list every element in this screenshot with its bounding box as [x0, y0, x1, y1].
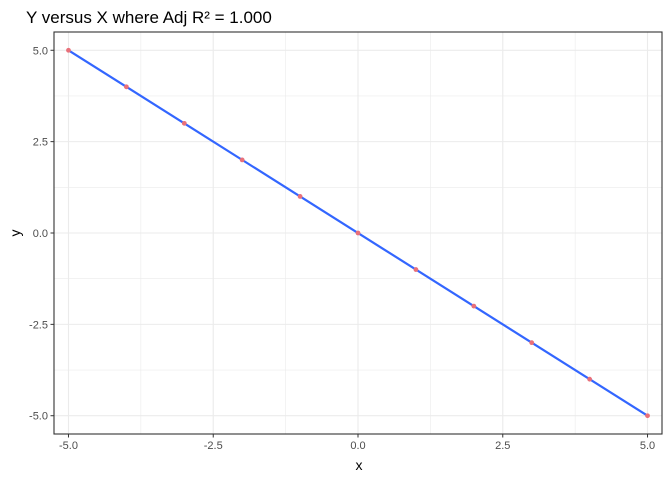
y-axis-label: y — [7, 230, 23, 237]
data-point — [66, 47, 71, 53]
data-point — [529, 340, 535, 346]
y-tick-label: -2.5 — [29, 319, 48, 331]
x-tick-label: 0.0 — [350, 440, 365, 452]
data-point — [123, 84, 129, 90]
y-tick-label: 2.5 — [33, 137, 48, 149]
y-axis-ticks: -5.0 -2.5 0.0 2.5 5.0 — [29, 45, 54, 423]
x-tick-label: -5.0 — [59, 440, 78, 452]
data-point — [413, 267, 419, 272]
y-tick-label: -5.0 — [29, 411, 48, 423]
x-tick-label: -2.5 — [204, 440, 223, 452]
data-point — [587, 376, 593, 382]
x-tick-label: 5.0 — [640, 440, 655, 452]
data-point — [471, 303, 477, 309]
x-tick-label: 2.5 — [495, 440, 510, 452]
x-axis-ticks: -5.0 -2.5 0.0 2.5 5.0 — [59, 434, 655, 452]
y-tick-label: 5.0 — [33, 45, 48, 57]
data-point — [239, 157, 245, 163]
x-axis-label: x — [356, 457, 363, 473]
grid-lines — [54, 32, 662, 434]
data-point — [181, 120, 187, 126]
data-point — [645, 413, 650, 419]
chart-title: Y versus X where Adj R² = 1.000 — [26, 8, 272, 27]
data-points — [66, 47, 650, 419]
data-point — [297, 194, 303, 199]
data-point — [355, 230, 361, 236]
y-tick-label: 0.0 — [33, 228, 48, 240]
